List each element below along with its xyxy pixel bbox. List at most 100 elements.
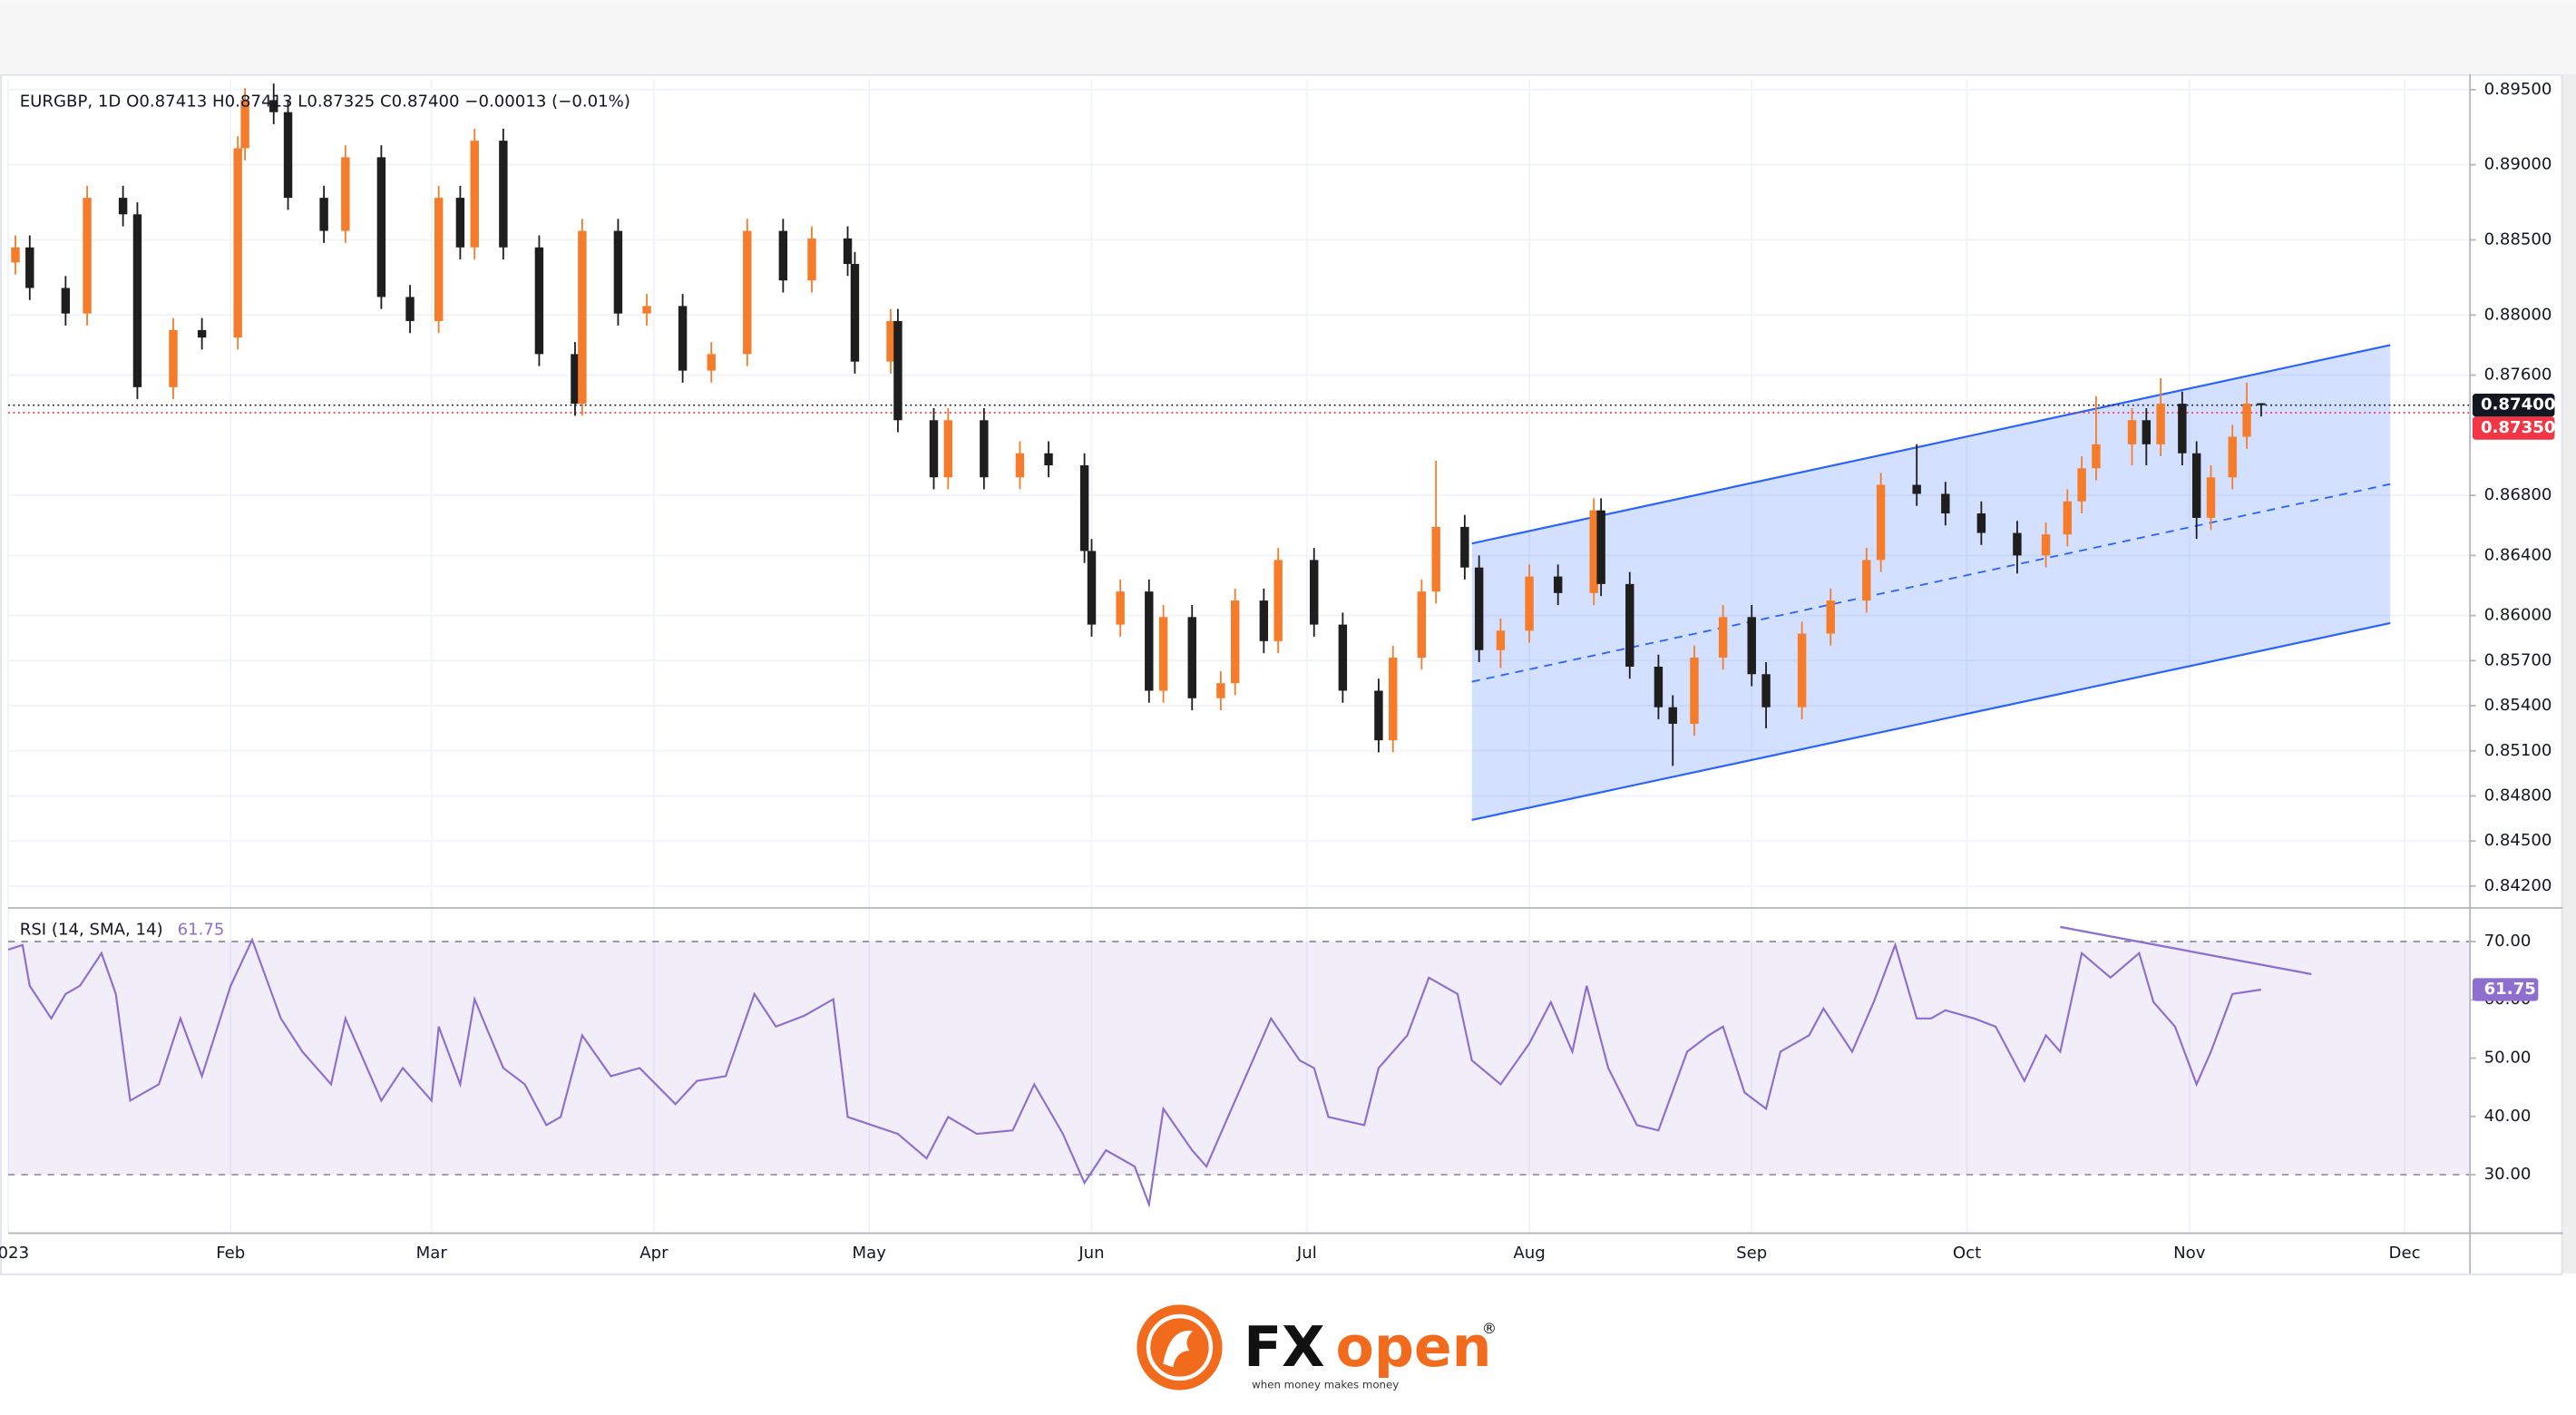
candle-body — [1417, 591, 1427, 659]
candle-body — [169, 329, 178, 387]
candle-body — [850, 263, 860, 362]
candle-body — [2077, 468, 2086, 502]
price-level-badge — [2472, 394, 2555, 417]
chart-header: EURGBP, 1D O0.87413 H0.87413 L0.87325 C0… — [20, 93, 630, 112]
x-tick-label: Dec — [2389, 1244, 2421, 1263]
y-tick-label: 0.86000 — [2484, 606, 2552, 625]
price-level-badge — [2472, 416, 2555, 440]
candle-body — [1087, 551, 1097, 625]
channel-lower — [1471, 621, 2391, 822]
y-tick-label: 0.89500 — [2484, 80, 2552, 99]
candle-body — [1912, 484, 1921, 494]
candle-body — [1273, 560, 1283, 641]
candle-body — [2092, 444, 2101, 469]
logo-brand-a: FX — [1244, 1314, 1325, 1380]
candle-body — [83, 198, 92, 314]
candle-body — [1259, 600, 1269, 641]
x-tick-label: Feb — [216, 1244, 245, 1263]
candle-body — [2206, 477, 2216, 518]
price-level-badge-label: 0.87350 — [2481, 418, 2555, 437]
rsi-tick-label: 70.00 — [2484, 932, 2532, 951]
candle-body — [2242, 404, 2251, 437]
candle-body — [807, 238, 816, 281]
y-tick-label: 0.87600 — [2484, 366, 2552, 385]
candle-body — [1474, 567, 1484, 650]
candle-body — [499, 141, 508, 248]
logo-emblem-ring — [1146, 1313, 1214, 1381]
candle-body — [405, 297, 415, 321]
x-tick-label: Apr — [639, 1244, 668, 1263]
candle-body — [886, 320, 895, 362]
x-tick-label: 2023 — [0, 1244, 29, 1263]
candle-body — [1116, 591, 1125, 625]
y-tick-label: 0.86800 — [2484, 485, 2552, 504]
candle-body — [1690, 658, 1699, 724]
axes: 2023 Feb Mar Apr May Jun Jul Aug Sep Oct Nov Dec 0.8… — [0, 80, 2555, 1263]
grid — [7, 79, 2470, 1233]
x-tick-label: Jul — [1296, 1244, 1317, 1263]
candle-body — [283, 112, 293, 199]
candle-body — [1797, 633, 1807, 708]
candle-body — [434, 198, 444, 321]
candle-body — [455, 198, 465, 248]
rsi-pane — [8, 925, 2470, 1209]
rsi-tick-label: 40.00 — [2484, 1107, 2532, 1126]
candle-body — [1496, 630, 1506, 650]
rsi-band — [8, 941, 2470, 1176]
candle-body — [319, 198, 328, 231]
price-level-badge-label: 0.87400 — [2481, 395, 2555, 415]
y-tick-label: 0.85700 — [2484, 650, 2552, 669]
y-tick-label: 0.85100 — [2484, 741, 2552, 760]
rsi-tick-label: 50.00 — [2484, 1049, 2532, 1068]
candle-body — [678, 306, 688, 371]
candle-body — [1625, 583, 1634, 667]
logo-emblem-shape — [1163, 1331, 1193, 1368]
candle-body — [1761, 674, 1771, 708]
y-tick-label: 0.88500 — [2484, 229, 2552, 249]
candle-body — [1310, 560, 1319, 625]
x-tick-label: Aug — [1513, 1244, 1545, 1263]
logo-tagline: when money makes money — [1252, 1379, 1399, 1391]
candle-body — [1230, 600, 1240, 684]
y-tick-label: 0.89000 — [2484, 155, 2552, 174]
candle-body — [269, 100, 278, 112]
candle-body — [233, 148, 242, 338]
candle-body — [1668, 707, 1677, 724]
candle-body — [2228, 436, 2237, 478]
candle-body — [2257, 403, 2266, 405]
rsi-tick-label: 30.00 — [2484, 1165, 2532, 1184]
y-tick-label: 0.88000 — [2484, 305, 2552, 324]
candle-body — [1374, 690, 1383, 741]
x-tick-label: Mar — [416, 1244, 448, 1263]
candle-body — [1941, 493, 1950, 514]
rsi-value-badge-label: 61.75 — [2484, 980, 2536, 999]
candle-body — [1876, 484, 1886, 561]
candle-body — [2013, 532, 2022, 556]
candle-body — [1862, 560, 1871, 601]
rsi-title: RSI (14, SMA, 14) — [20, 920, 163, 939]
candle-body — [2156, 404, 2165, 444]
candle-body — [1553, 576, 1563, 593]
candle-body — [118, 198, 128, 215]
candle-body — [642, 306, 651, 314]
candle-body — [980, 420, 989, 478]
rsi-line — [8, 937, 2262, 1209]
candle-body — [2041, 534, 2051, 556]
x-tick-label: Oct — [1953, 1244, 1981, 1263]
candle-body — [1431, 526, 1440, 592]
candle-body — [1389, 658, 1398, 741]
top-strip — [0, 0, 2576, 74]
candle-body — [1589, 510, 1598, 593]
candle-body — [1338, 624, 1348, 691]
candle-body — [1654, 666, 1664, 708]
candle-body — [132, 214, 142, 387]
candle-body — [1145, 591, 1154, 691]
candle-body — [778, 230, 788, 281]
y-tick-label: 0.84500 — [2484, 831, 2552, 850]
channel-upper — [1471, 344, 2391, 545]
candle-body — [843, 238, 853, 264]
candle-body — [707, 354, 716, 371]
y-tick-label: 0.84800 — [2484, 786, 2552, 805]
